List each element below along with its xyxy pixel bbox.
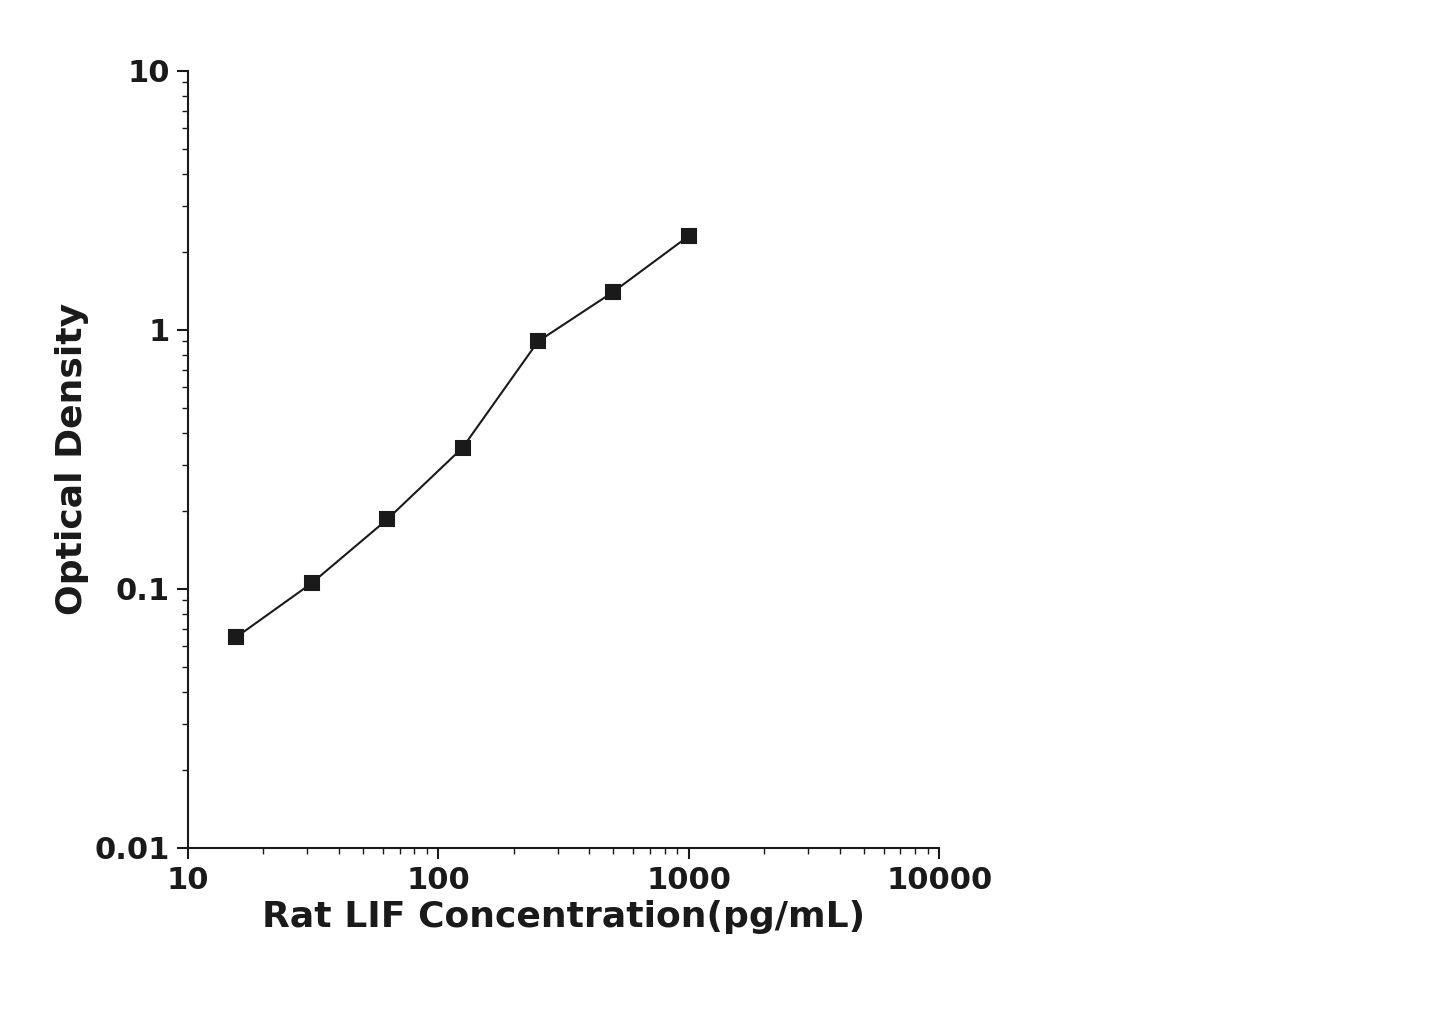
- X-axis label: Rat LIF Concentration(pg/mL): Rat LIF Concentration(pg/mL): [262, 900, 866, 934]
- Y-axis label: Optical Density: Optical Density: [55, 303, 88, 615]
